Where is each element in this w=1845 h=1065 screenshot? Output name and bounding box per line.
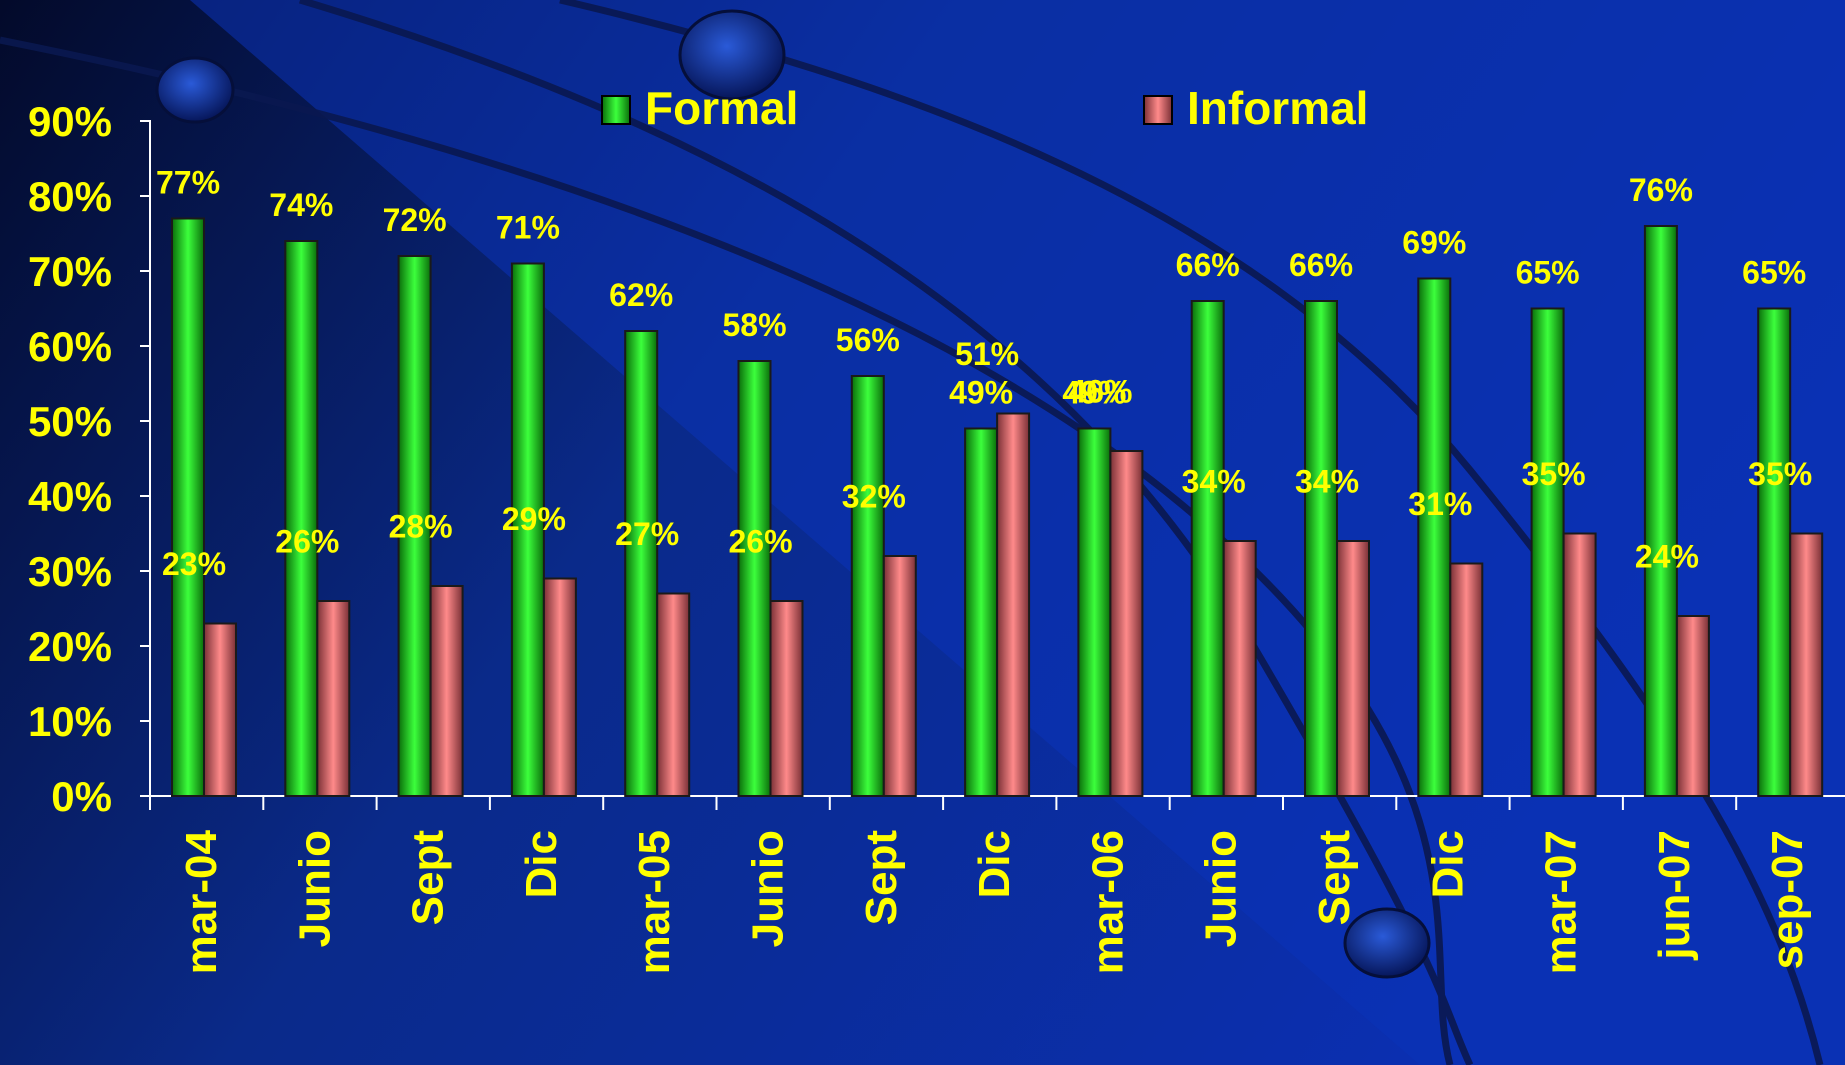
bar-informal <box>769 600 804 797</box>
y-tick-label: 80% <box>28 173 112 220</box>
value-labels-group: 77% 23% 74% 26% 72% 28% 71% 29% 62% 27% 58% 26% 56% 3… <box>156 165 1812 582</box>
bars-group <box>171 217 1824 797</box>
value-label-formal: 69% <box>1402 225 1466 261</box>
value-label-formal: 66% <box>1176 247 1240 283</box>
category-label: Sept <box>404 830 453 926</box>
legend-label-informal: Informal <box>1187 82 1368 134</box>
bar-informal <box>882 555 917 797</box>
bar-formal <box>284 240 319 797</box>
y-axis-ticks: 0% 10% 20% 30% 40% 50% 60% 70% 80% 90% <box>28 98 150 820</box>
value-label-formal: 77% <box>156 165 220 201</box>
x-axis-ticks <box>149 796 1738 810</box>
bar-formal <box>1530 307 1565 797</box>
value-label-formal: 74% <box>269 187 333 223</box>
y-tick-label: 60% <box>28 323 112 370</box>
category-label: mar-04 <box>177 829 226 974</box>
decorative-orb <box>155 56 235 124</box>
category-label: mar-06 <box>1083 830 1132 974</box>
bar-formal <box>510 262 545 797</box>
bar-informal <box>203 622 237 797</box>
value-label-formal: 76% <box>1629 172 1693 208</box>
bar-informal <box>542 577 577 797</box>
category-label: Dic <box>1423 830 1472 898</box>
value-label-informal: 24% <box>1635 538 1699 574</box>
y-tick-label: 40% <box>28 473 112 520</box>
legend-swatch-formal <box>601 95 631 125</box>
bar-formal <box>1417 277 1452 797</box>
value-label-informal: 32% <box>842 478 906 514</box>
value-label-formal: 49% <box>1062 375 1126 411</box>
bar-formal <box>171 217 205 797</box>
value-label-informal: 51% <box>955 336 1019 372</box>
category-label: jun-07 <box>1650 830 1699 961</box>
value-label-formal: 62% <box>609 277 673 313</box>
category-label: Junio <box>290 830 339 947</box>
category-label: Dic <box>970 830 1019 898</box>
y-tick-label: 10% <box>28 698 112 745</box>
legend-label-formal: Formal <box>645 82 798 134</box>
y-tick-label: 0% <box>51 773 112 820</box>
value-label-formal: 56% <box>836 322 900 358</box>
decorative-orb <box>678 9 786 101</box>
value-label-informal: 26% <box>275 523 339 559</box>
bar-formal <box>1190 300 1225 797</box>
value-label-informal: 35% <box>1522 456 1586 492</box>
category-label: mar-07 <box>1537 830 1586 974</box>
bar-formal <box>1757 307 1792 797</box>
value-label-informal: 26% <box>728 523 792 559</box>
bar-informal <box>1562 532 1597 797</box>
category-label: Dic <box>517 830 566 898</box>
y-tick-label: 70% <box>28 248 112 295</box>
category-label: Junio <box>1197 830 1246 947</box>
bar-formal <box>624 330 659 797</box>
y-tick-label: 50% <box>28 398 112 445</box>
value-label-informal: 23% <box>162 546 226 582</box>
bar-informal <box>1109 450 1144 797</box>
bar-formal <box>1643 225 1678 797</box>
category-label: sep-07 <box>1763 830 1812 969</box>
category-label: Junio <box>744 830 793 947</box>
value-label-informal: 34% <box>1182 463 1246 499</box>
value-label-formal: 65% <box>1742 255 1806 291</box>
bar-informal <box>1789 532 1824 797</box>
bar-formal <box>737 360 772 797</box>
bar-formal <box>850 375 885 797</box>
bar-formal <box>1304 300 1338 797</box>
bar-formal <box>1077 427 1112 797</box>
legend: Formal Informal <box>601 82 1368 134</box>
bar-informal <box>1449 562 1484 797</box>
category-labels-group: mar-04 Junio Sept Dic mar-05 Junio Sept Dic mar-… <box>177 829 1812 974</box>
value-label-informal: 35% <box>1748 456 1812 492</box>
category-label: Sept <box>857 830 906 926</box>
value-label-formal: 65% <box>1516 255 1580 291</box>
value-label-formal: 58% <box>722 307 786 343</box>
value-label-informal: 27% <box>615 516 679 552</box>
value-label-informal: 29% <box>502 501 566 537</box>
value-label-formal: 49% <box>949 375 1013 411</box>
y-tick-label: 20% <box>28 623 112 670</box>
decorative-orb <box>1343 907 1431 979</box>
value-label-formal: 66% <box>1289 247 1353 283</box>
bar-informal <box>1675 615 1710 797</box>
bar-informal <box>429 585 464 797</box>
y-tick-label: 90% <box>28 98 112 145</box>
value-label-formal: 71% <box>496 210 560 246</box>
bar-formal <box>397 255 432 797</box>
legend-swatch-informal <box>1143 95 1173 125</box>
value-label-informal: 46% <box>1068 373 1132 409</box>
bar-formal <box>964 427 999 797</box>
category-label: Sept <box>1310 830 1359 926</box>
category-label: mar-05 <box>630 830 679 974</box>
bar-informal <box>996 412 1031 797</box>
value-label-formal: 72% <box>383 202 447 238</box>
value-label-informal: 34% <box>1295 463 1359 499</box>
value-label-informal: 28% <box>389 508 453 544</box>
bar-informal <box>1336 540 1370 797</box>
bar-informal <box>1222 540 1257 797</box>
bar-informal <box>316 600 351 797</box>
bar-informal <box>656 592 691 797</box>
y-tick-label: 30% <box>28 548 112 595</box>
value-label-informal: 31% <box>1408 486 1472 522</box>
